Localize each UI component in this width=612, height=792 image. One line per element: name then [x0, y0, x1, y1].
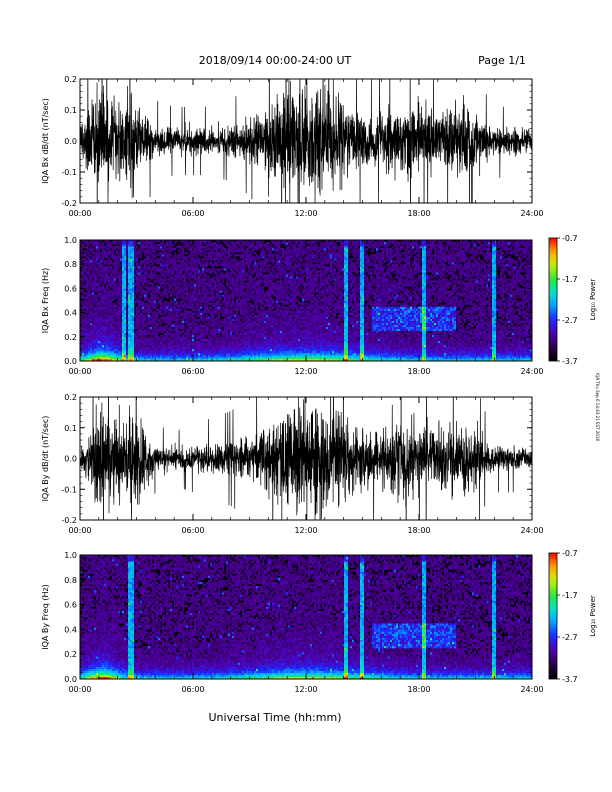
x-tick-label: 18:00 [407, 209, 430, 218]
page-number: Page 1/1 [478, 54, 526, 67]
x-tick-label: 12:00 [294, 209, 317, 218]
x-tick-label: 18:00 [407, 367, 430, 376]
x-tick-label: 12:00 [294, 685, 317, 694]
y-tick-label: -0.1 [61, 485, 77, 494]
y-axis-label: IQA Bx Freq (Hz) [41, 268, 50, 334]
x-tick-label: 06:00 [181, 209, 204, 218]
colorbar-tick-label: -0.7 [562, 234, 578, 243]
x-tick-label: 12:00 [294, 367, 317, 376]
page-title: 2018/09/14 00:00-24:00 UT [199, 54, 352, 67]
y-tick-label: 0.0 [64, 455, 77, 464]
colorbar [549, 553, 557, 679]
colorbar-tick-label: -1.7 [562, 275, 578, 284]
y-axis-label: IQA By Freq (Hz) [41, 584, 50, 650]
x-tick-label: 00:00 [68, 685, 91, 694]
panel-bx-spectrogram: 00:00 06:00 12:00 18:00 24:00 0.0 0.2 0.4 0.6 0.8… [41, 234, 597, 376]
y-tick-label: 1.0 [64, 551, 77, 560]
y-tick-label: -0.2 [61, 516, 77, 525]
y-tick-label: 0.0 [64, 675, 77, 684]
x-tick-label: 18:00 [407, 685, 430, 694]
x-tick-label: 24:00 [520, 209, 543, 218]
x-tick-label: 00:00 [68, 209, 91, 218]
x-tick-label: 12:00 [294, 526, 317, 535]
x-tick-label: 06:00 [181, 685, 204, 694]
side-note: IQA Thu Sep 6 14:43:21 EST 2018 [595, 373, 600, 441]
colorbar-tick-label: -2.7 [562, 633, 578, 642]
y-axis-label: IQA Bx dB/dt (nT/sec) [41, 98, 50, 184]
colorbar-label: Log₁₀ Power [589, 279, 597, 321]
y-tick-label: 0.2 [64, 650, 77, 659]
panel-by-spectrogram: 00:00 06:00 12:00 18:00 24:00 0.0 0.2 0.4 0.6 0.8… [41, 549, 597, 694]
x-tick-label: 06:00 [181, 367, 204, 376]
x-tick-label: 24:00 [520, 685, 543, 694]
y-tick-label: 0.4 [64, 625, 77, 634]
colorbar-tick-label: -0.7 [562, 549, 578, 558]
y-axis-label: IQA By dB/dt (nT/sec) [41, 416, 50, 502]
x-tick-label: 00:00 [68, 367, 91, 376]
colorbar-tick-label: -1.7 [562, 591, 578, 600]
y-tick-label: 0.8 [64, 576, 77, 585]
y-tick-label: -0.2 [61, 199, 77, 208]
colorbar [549, 238, 557, 361]
y-tick-label: 0.6 [64, 601, 77, 610]
y-tick-label: 0.0 [64, 137, 77, 146]
x-tick-label: 00:00 [68, 526, 91, 535]
y-tick-label: 0.1 [64, 424, 77, 433]
y-tick-label: 0.4 [64, 309, 77, 318]
x-tick-label: 24:00 [520, 526, 543, 535]
y-tick-label: 1.0 [64, 236, 77, 245]
colorbar-tick-label: -2.7 [562, 316, 578, 325]
spectrogram-image [80, 240, 532, 361]
y-tick-label: 0.2 [64, 75, 77, 84]
y-tick-label: 0.1 [64, 106, 77, 115]
spectrogram-image [80, 555, 532, 679]
y-tick-label: 0.2 [64, 333, 77, 342]
x-tick-label: 24:00 [520, 367, 543, 376]
y-tick-label: -0.1 [61, 168, 77, 177]
colorbar-tick-label: -3.7 [562, 675, 578, 684]
x-tick-label: 18:00 [407, 526, 430, 535]
colorbar-label: Log₁₀ Power [589, 595, 597, 637]
x-tick-label: 06:00 [181, 526, 204, 535]
y-tick-label: 0.8 [64, 260, 77, 269]
y-tick-label: 0.2 [64, 393, 77, 402]
y-tick-label: 0.0 [64, 357, 77, 366]
y-tick-label: 0.6 [64, 284, 77, 293]
colorbar-tick-label: -3.7 [562, 357, 578, 366]
x-axis-label: Universal Time (hh:mm) [209, 711, 342, 724]
